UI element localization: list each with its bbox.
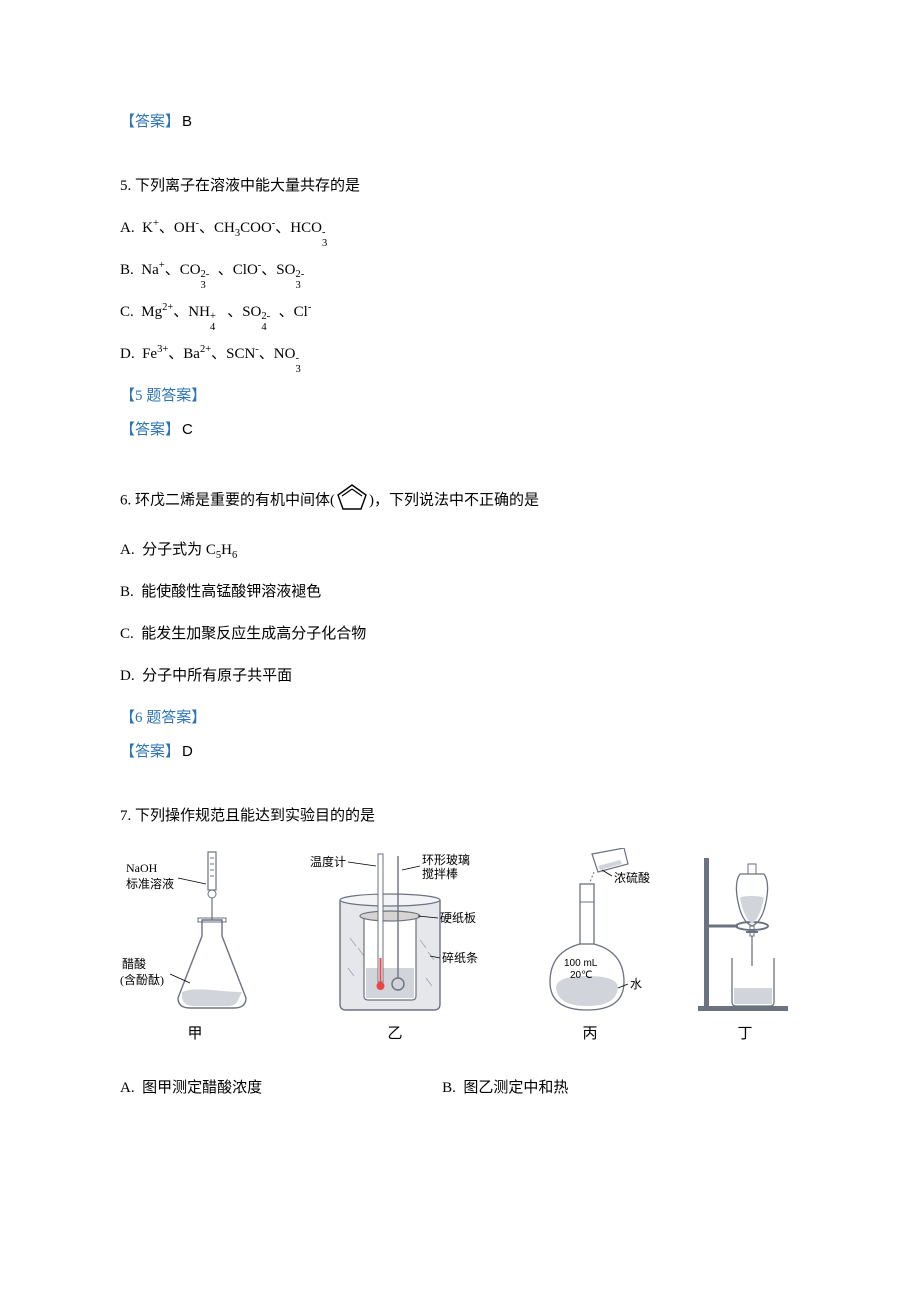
q7-b-prefix: B. (442, 1080, 456, 1096)
q6-number: 6. (120, 492, 131, 508)
svg-text:环形玻璃: 环形玻璃 (422, 853, 470, 867)
q5-number: 5. (120, 178, 131, 194)
q7-options-row: A. 图甲测定醋酸浓度 B. 图乙测定中和热 (120, 1076, 800, 1100)
svg-text:醋酸: 醋酸 (122, 956, 146, 971)
flask-burette-icon: NaOH 标准溶液 醋酸 (含酚酞) (120, 848, 270, 1018)
q6-c-prefix: C. (120, 626, 134, 642)
q4-answer-value: B (182, 113, 192, 130)
q7-option-b: B. 图乙测定中和热 (442, 1076, 568, 1100)
q6-answer-head: 【6 题答案】 (120, 706, 800, 730)
cyclopentadiene-icon (335, 482, 369, 520)
q6-a-prefix: A. (120, 542, 135, 558)
q6-stem-before: 环戊二烯是重要的有机中间体( (135, 492, 335, 508)
q5-option-d: D. Fe3+、Ba2+、SCN-、NO-3 (120, 342, 800, 366)
q5-option-b: B. Na+、CO2-3 、ClO-、SO2-3 (120, 258, 800, 282)
q5-answer-value: C (182, 421, 193, 438)
q7-number: 7. (120, 808, 131, 824)
q6-b-prefix: B. (120, 584, 134, 600)
q5-d-prefix: D. (120, 346, 135, 362)
q6-answer-label: 【答案】 (120, 744, 180, 760)
q7-b-text: 图乙测定中和热 (463, 1080, 568, 1096)
figure-bing: 浓硫酸 100 mL 20℃ 水 丙 (520, 848, 660, 1046)
svg-text:碎纸条: 碎纸条 (442, 950, 478, 965)
q5-answer-label: 【答案】 (120, 422, 180, 438)
calorimeter-icon: 温度计 环形玻璃 搅拌棒 硬纸板 碎纸条 (300, 848, 490, 1018)
q5-b-prefix: B. (120, 262, 134, 278)
q5-option-a: A. K+、OH-、CH3COO-、HCO-3 (120, 216, 800, 240)
q6-answer-line: 【答案】D (120, 740, 800, 764)
q5-option-c: C. Mg2+、NH+4 、SO2-4 、Cl- (120, 300, 800, 324)
q6-stem: 6. 环戊二烯是重要的有机中间体( )，下列说法中不正确的是 (120, 482, 800, 520)
q5-c-prefix: C. (120, 304, 134, 320)
q6-b-text: 能使酸性高锰酸钾溶液褪色 (141, 584, 321, 600)
svg-text:NaOH: NaOH (126, 861, 158, 875)
q5-stem-text: 下列离子在溶液中能大量共存的是 (135, 178, 360, 194)
q5-a-prefix: A. (120, 220, 135, 236)
q6-option-b: B. 能使酸性高锰酸钾溶液褪色 (120, 580, 800, 604)
q6-c-text: 能发生加聚反应生成高分子化合物 (141, 626, 366, 642)
svg-text:温度计: 温度计 (310, 854, 346, 869)
svg-text:硬纸板: 硬纸板 (440, 911, 476, 925)
figure-bing-caption: 丙 (582, 1022, 597, 1046)
svg-text:100 mL: 100 mL (564, 958, 598, 969)
q6-option-c: C. 能发生加聚反应生成高分子化合物 (120, 622, 800, 646)
volumetric-flask-icon: 浓硫酸 100 mL 20℃ 水 (520, 848, 660, 1018)
q4-answer-line: 【答案】B (120, 110, 800, 134)
q6-stem-after: )，下列说法中不正确的是 (369, 492, 539, 508)
figure-jia: NaOH 标准溶液 醋酸 (含酚酞) 甲 (120, 848, 270, 1046)
svg-text:20℃: 20℃ (570, 970, 592, 981)
q7-figures-row: NaOH 标准溶液 醋酸 (含酚酞) 甲 (120, 848, 800, 1046)
q5-answer-head: 【5 题答案】 (120, 384, 800, 408)
svg-text:标准溶液: 标准溶液 (126, 876, 174, 891)
q5-answer-line: 【答案】C (120, 418, 800, 442)
svg-text:水: 水 (630, 977, 642, 991)
figure-jia-caption: 甲 (187, 1022, 202, 1046)
q6-d-text: 分子中所有原子共平面 (142, 668, 292, 684)
svg-text:(含酚酞): (含酚酞) (120, 972, 164, 987)
q7-stem: 7. 下列操作规范且能达到实验目的的是 (120, 804, 800, 828)
figure-yi-caption: 乙 (387, 1022, 402, 1046)
q6-option-d: D. 分子中所有原子共平面 (120, 664, 800, 688)
svg-text:浓硫酸: 浓硫酸 (614, 870, 650, 885)
q7-a-prefix: A. (120, 1080, 135, 1096)
q7-option-a: A. 图甲测定醋酸浓度 (120, 1076, 262, 1100)
svg-text:搅拌棒: 搅拌棒 (422, 866, 458, 881)
q7-a-text: 图甲测定醋酸浓度 (142, 1080, 262, 1096)
q5-stem: 5. 下列离子在溶液中能大量共存的是 (120, 174, 800, 198)
figure-ding-caption: 丁 (737, 1022, 752, 1046)
q6-answer-value: D (182, 743, 193, 760)
separating-funnel-stand-icon (690, 848, 800, 1018)
q6-d-prefix: D. (120, 668, 135, 684)
q7-stem-text: 下列操作规范且能达到实验目的的是 (135, 808, 375, 824)
figure-yi: 温度计 环形玻璃 搅拌棒 硬纸板 碎纸条 乙 (300, 848, 490, 1046)
figure-ding: 丁 (690, 848, 800, 1046)
q4-answer-label: 【答案】 (120, 114, 180, 130)
q6-option-a: A. 分子式为 C5H6 (120, 538, 800, 562)
